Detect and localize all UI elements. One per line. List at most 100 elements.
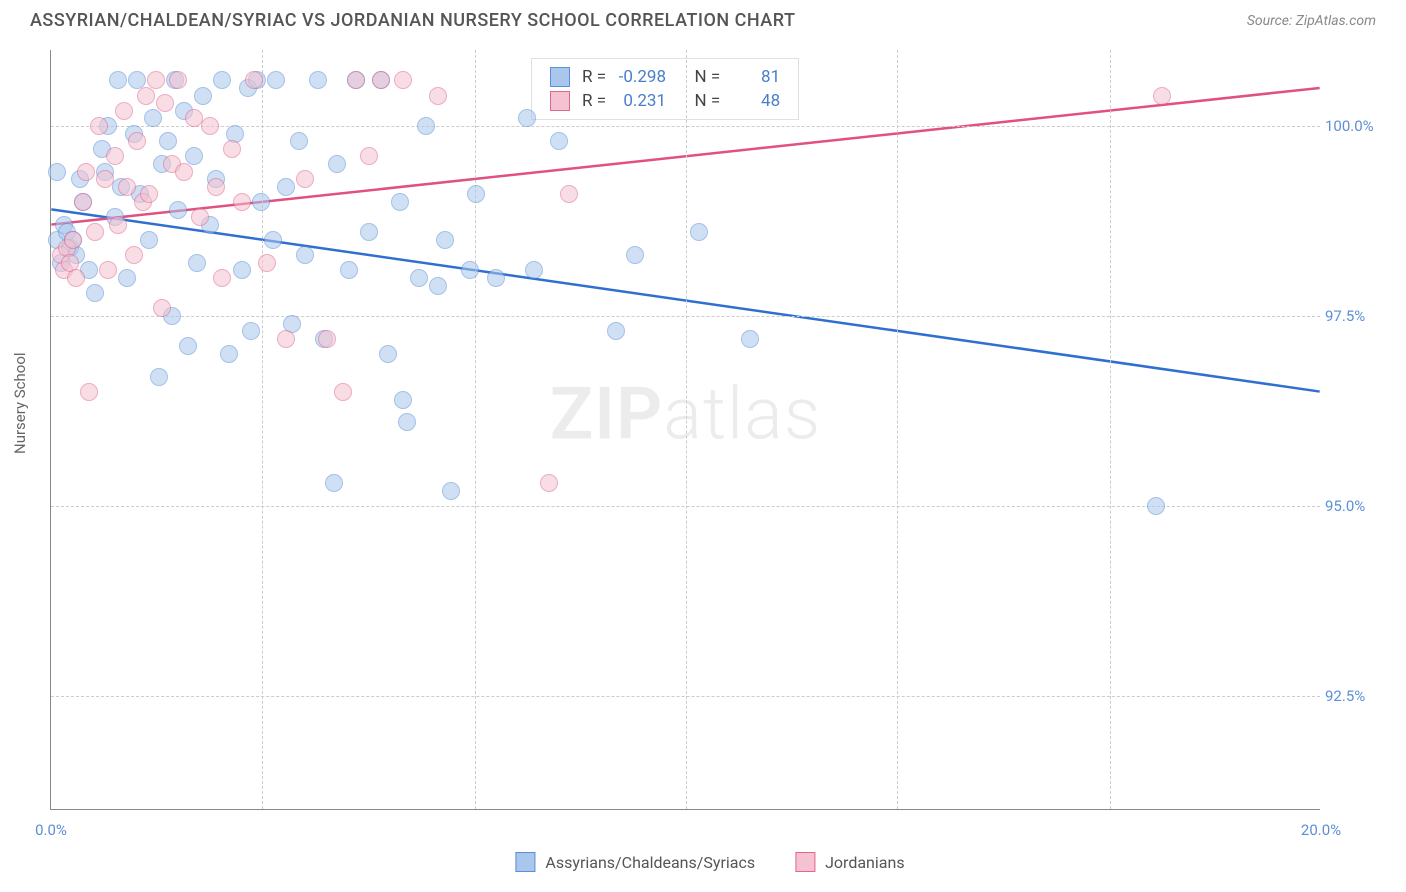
data-point [194, 87, 212, 105]
data-point [1153, 87, 1171, 105]
swatch-series-2 [550, 91, 570, 111]
stats-row-1: R = -0.298 N = 81 [550, 65, 780, 89]
data-point [258, 254, 276, 272]
source-label: Source: ZipAtlas.com [1247, 13, 1376, 29]
data-point [245, 71, 263, 89]
data-point [242, 322, 260, 340]
data-point [467, 185, 485, 203]
data-point [213, 269, 231, 287]
data-point [115, 102, 133, 120]
data-point [264, 231, 282, 249]
legend-item-1: Assyrians/Chaldeans/Syriacs [515, 852, 755, 872]
data-point [64, 231, 82, 249]
data-point [233, 193, 251, 211]
data-point [277, 330, 295, 348]
data-point [518, 109, 536, 127]
data-point [394, 391, 412, 409]
gridline-v [475, 50, 476, 809]
data-point [159, 132, 177, 150]
data-point [540, 474, 558, 492]
data-point [147, 71, 165, 89]
y-tick-label: 100.0% [1325, 117, 1380, 135]
data-point [179, 337, 197, 355]
data-point [525, 261, 543, 279]
data-point [201, 117, 219, 135]
data-point [429, 87, 447, 105]
data-point [175, 163, 193, 181]
data-point [106, 147, 124, 165]
legend-swatch-1 [515, 852, 535, 872]
n-label-2: N = [694, 91, 720, 111]
data-point [340, 261, 358, 279]
legend-label-1: Assyrians/Chaldeans/Syriacs [545, 853, 755, 872]
data-point [626, 246, 644, 264]
y-tick-label: 97.5% [1325, 307, 1380, 325]
data-point [153, 299, 171, 317]
data-point [74, 193, 92, 211]
data-point [325, 474, 343, 492]
data-point [296, 170, 314, 188]
gridline-v [686, 50, 687, 809]
data-point [207, 178, 225, 196]
data-point [96, 170, 114, 188]
data-point [156, 94, 174, 112]
data-point [391, 193, 409, 211]
legend-item-2: Jordanians [795, 852, 904, 872]
data-point [318, 330, 336, 348]
legend-swatch-2 [795, 852, 815, 872]
y-axis-label: Nursery School [11, 352, 29, 454]
x-tick-label: 0.0% [35, 821, 67, 839]
chart-container: Nursery School ZIPatlas R = -0.298 N = 8… [50, 50, 1370, 840]
stats-row-2: R = 0.231 N = 48 [550, 89, 780, 113]
r-value-1: -0.298 [616, 67, 666, 87]
gridline-v [262, 50, 263, 809]
data-point [296, 246, 314, 264]
data-point [191, 208, 209, 226]
r-label-2: R = [582, 91, 606, 111]
data-point [67, 269, 85, 287]
data-point [690, 223, 708, 241]
data-point [86, 223, 104, 241]
data-point [379, 345, 397, 363]
data-point [360, 147, 378, 165]
data-point [267, 71, 285, 89]
chart-title: ASSYRIAN/CHALDEAN/SYRIAC VS JORDANIAN NU… [30, 10, 795, 31]
data-point [442, 482, 460, 500]
legend-label-2: Jordanians [825, 853, 904, 872]
data-point [188, 254, 206, 272]
plot-area: ZIPatlas R = -0.298 N = 81 R = 0.231 N =… [50, 50, 1320, 810]
y-tick-label: 92.5% [1325, 687, 1380, 705]
r-label-1: R = [582, 67, 606, 87]
data-point [213, 71, 231, 89]
data-point [328, 155, 346, 173]
data-point [429, 277, 447, 295]
data-point [86, 284, 104, 302]
data-point [223, 140, 241, 158]
data-point [77, 163, 95, 181]
n-label-1: N = [694, 67, 720, 87]
data-point [90, 117, 108, 135]
x-tick-label: 20.0% [1301, 821, 1341, 839]
n-value-2: 48 [730, 91, 780, 111]
data-point [48, 163, 66, 181]
r-value-2: 0.231 [616, 91, 666, 111]
data-point [169, 201, 187, 219]
n-value-1: 81 [730, 67, 780, 87]
data-point [233, 261, 251, 279]
data-point [394, 71, 412, 89]
data-point [252, 193, 270, 211]
data-point [118, 269, 136, 287]
stats-box: R = -0.298 N = 81 R = 0.231 N = 48 [531, 58, 799, 120]
data-point [436, 231, 454, 249]
data-point [410, 269, 428, 287]
data-point [607, 322, 625, 340]
data-point [220, 345, 238, 363]
bottom-legend: Assyrians/Chaldeans/Syriacs Jordanians [515, 852, 904, 872]
data-point [560, 185, 578, 203]
data-point [277, 178, 295, 196]
gridline-v [897, 50, 898, 809]
gridline-v [1110, 50, 1111, 809]
data-point [169, 71, 187, 89]
swatch-series-1 [550, 67, 570, 87]
watermark-zip: ZIP [550, 372, 663, 457]
